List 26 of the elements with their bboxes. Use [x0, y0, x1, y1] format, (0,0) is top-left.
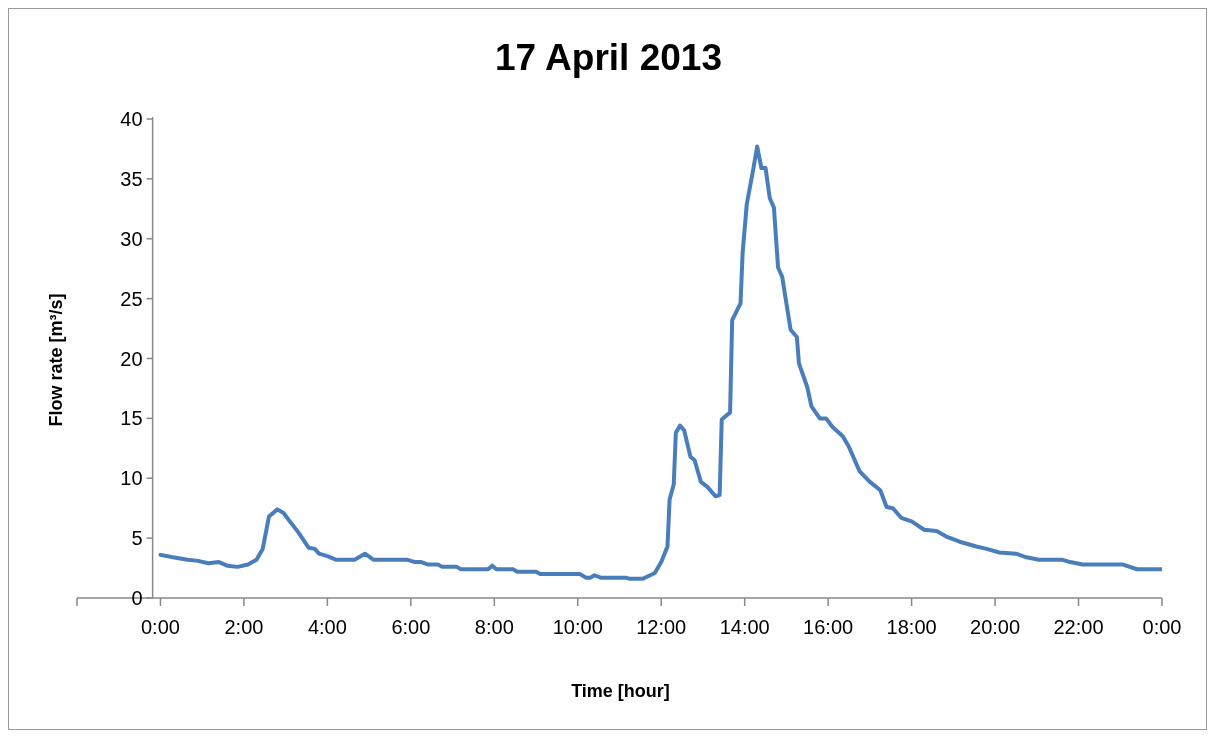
x-tick-label: 2:00 — [224, 616, 264, 639]
y-tick-label: 20 — [120, 347, 143, 370]
y-axis-title: Flow rate [m³/s] — [46, 292, 67, 428]
y-tick-label: 40 — [120, 108, 143, 130]
x-tick-label: 14:00 — [719, 616, 770, 639]
chart-title: 17 April 2013 — [494, 37, 723, 79]
y-tick-label: 15 — [120, 407, 143, 430]
x-tick-label: 20:00 — [970, 616, 1021, 639]
y-tick-label: 10 — [120, 467, 143, 490]
x-tick-label: 18:00 — [886, 616, 937, 639]
line-series — [158, 144, 1162, 581]
x-tick-label: 0:00 — [1142, 616, 1182, 639]
x-tick-label: 4:00 — [307, 616, 347, 639]
y-tick-label: 30 — [120, 227, 143, 250]
x-tick-label: 8:00 — [474, 616, 514, 639]
x-axis-title: Time [hour] — [570, 681, 671, 702]
x-tick-label: 10:00 — [552, 616, 603, 639]
x-tick-label: 6:00 — [391, 616, 431, 639]
x-tick-label: 0:00 — [140, 616, 180, 639]
y-tick-label: 25 — [120, 287, 143, 310]
x-tick-label: 12:00 — [636, 616, 687, 639]
x-tick-label: 16:00 — [803, 616, 854, 639]
y-tick-label: 35 — [120, 167, 143, 190]
y-tick-label: 0 — [131, 587, 143, 609]
x-tick-label: 22:00 — [1053, 616, 1104, 639]
y-tick-label: 5 — [131, 527, 143, 550]
